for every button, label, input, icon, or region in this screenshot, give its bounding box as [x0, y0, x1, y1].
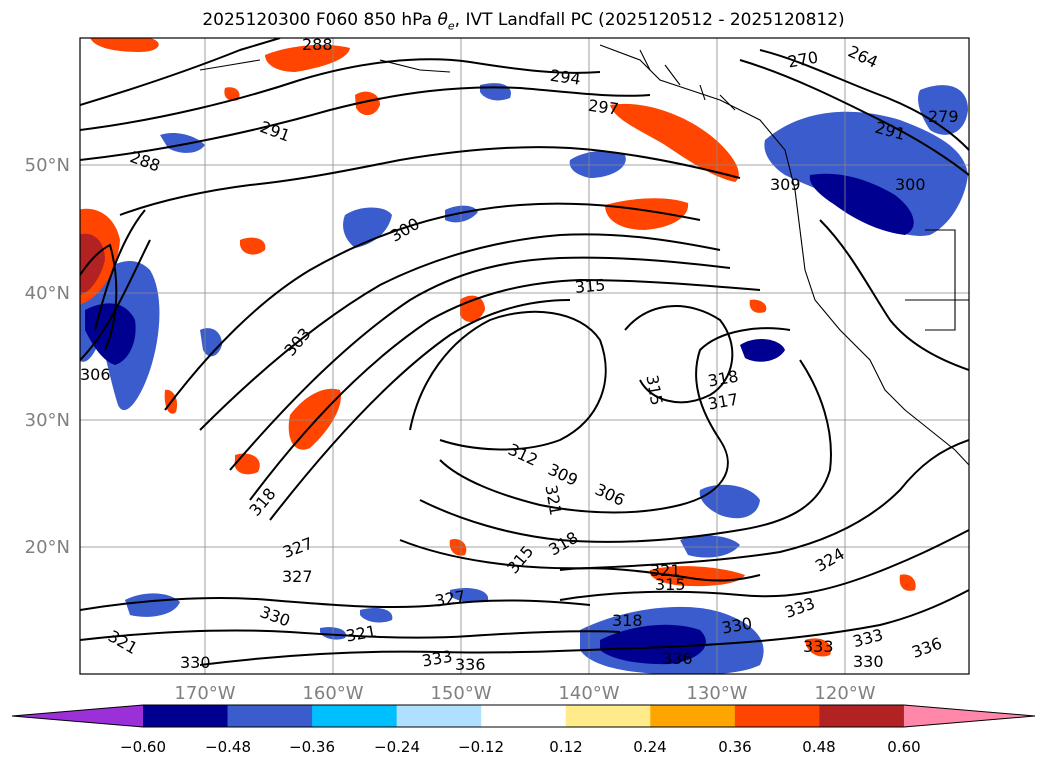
contour-label: 315: [655, 575, 686, 594]
contour-label: 333: [803, 637, 834, 656]
contour-label: 300: [895, 175, 926, 194]
contour-label: 327: [433, 587, 466, 611]
contour-label: 312: [505, 440, 541, 470]
map-frame: [79, 37, 970, 675]
colorbar-tick: 0.36: [718, 738, 751, 756]
negative-anomaly-shading: [80, 83, 968, 674]
theta-e-contours: [80, 38, 969, 666]
colorbar-tick-labels: −0.60 −0.48 −0.36 −0.24 −0.12 0.12 0.24 …: [120, 738, 921, 756]
colorbar-bin: [819, 705, 905, 727]
contour-label: 324: [812, 544, 848, 576]
contour-label: 321: [344, 622, 377, 646]
contour-label: 336: [455, 655, 486, 674]
longitude-labels: 170°W 160°W 150°W 140°W 130°W 120°W: [174, 683, 875, 704]
colorbar-tick: −0.60: [120, 738, 166, 756]
colorbar-tick: −0.12: [458, 738, 504, 756]
colorbar-bin: [481, 705, 567, 727]
contour-label: 294: [549, 66, 582, 89]
contour-label: 297: [587, 96, 620, 119]
contour-label: 288: [302, 35, 333, 54]
contour-label: 318: [545, 528, 581, 560]
graticule: [80, 38, 969, 674]
colorbar-tick: −0.36: [289, 738, 335, 756]
contour-label: 318: [612, 611, 643, 630]
colorbar-bin: [143, 705, 229, 727]
lat-label: 40°N: [25, 283, 70, 304]
lon-label: 130°W: [686, 683, 747, 704]
colorbar-tick: 0.24: [633, 738, 666, 756]
lat-label: 50°N: [25, 155, 70, 176]
colorbar-tick: −0.48: [205, 738, 251, 756]
colorbar-bin: [734, 705, 820, 727]
lon-label: 170°W: [174, 683, 235, 704]
figure-title: 2025120300 F060 850 hPa θe, IVT Landfall…: [202, 10, 845, 33]
lon-label: 150°W: [430, 683, 491, 704]
contour-label: 321: [105, 626, 141, 658]
contour-label: 327: [280, 534, 315, 562]
colorbar-tick: −0.24: [374, 738, 420, 756]
lon-label: 160°W: [302, 683, 363, 704]
coastlines: [199, 44, 969, 466]
colorbar-extend-high: [903, 705, 1035, 727]
colorbar-tick: 0.60: [887, 738, 920, 756]
contour-label: 336: [909, 634, 944, 662]
contour-label: 336: [662, 649, 693, 668]
contour-label: 300: [387, 214, 423, 246]
lat-label: 30°N: [25, 410, 70, 431]
contour-label: 321: [541, 483, 565, 516]
contour-label: 330: [853, 652, 884, 671]
contour-label: 315: [574, 275, 606, 297]
colorbar-bin: [565, 705, 651, 727]
contour-label: 288: [128, 147, 163, 175]
colorbar-bin: [650, 705, 736, 727]
colorbar-tick: 0.12: [549, 738, 582, 756]
lat-label: 20°N: [25, 537, 70, 558]
contour-label: 333: [420, 647, 453, 671]
contour-label: 318: [706, 367, 739, 391]
contour-label: 330: [258, 602, 293, 630]
contour-label: 327: [282, 567, 313, 586]
contour-label: 330: [180, 653, 211, 672]
latitude-labels: 50°N 40°N 30°N 20°N: [25, 155, 70, 558]
contour-label: 264: [845, 42, 881, 72]
colorbar-tick: 0.48: [802, 738, 835, 756]
colorbar-bin: [396, 705, 482, 727]
contour-label: 309: [770, 175, 801, 194]
colorbar-bin: [312, 705, 398, 727]
contour-label: 279: [928, 107, 959, 126]
colorbar-extend-low: [12, 705, 143, 727]
colorbar: [11, 704, 1036, 728]
contour-label: 315: [642, 373, 666, 406]
contour-label: 317: [706, 390, 739, 414]
contour-label: 303: [280, 324, 314, 360]
lon-label: 120°W: [814, 683, 875, 704]
contour-label: 306: [592, 480, 628, 510]
contour-label: 321: [650, 561, 681, 580]
lon-label: 140°W: [558, 683, 619, 704]
colorbar-bin: [227, 705, 313, 727]
colorbar-outline: [11, 704, 1036, 728]
contour-label: 306: [80, 365, 111, 384]
contour-label: 333: [782, 594, 817, 622]
